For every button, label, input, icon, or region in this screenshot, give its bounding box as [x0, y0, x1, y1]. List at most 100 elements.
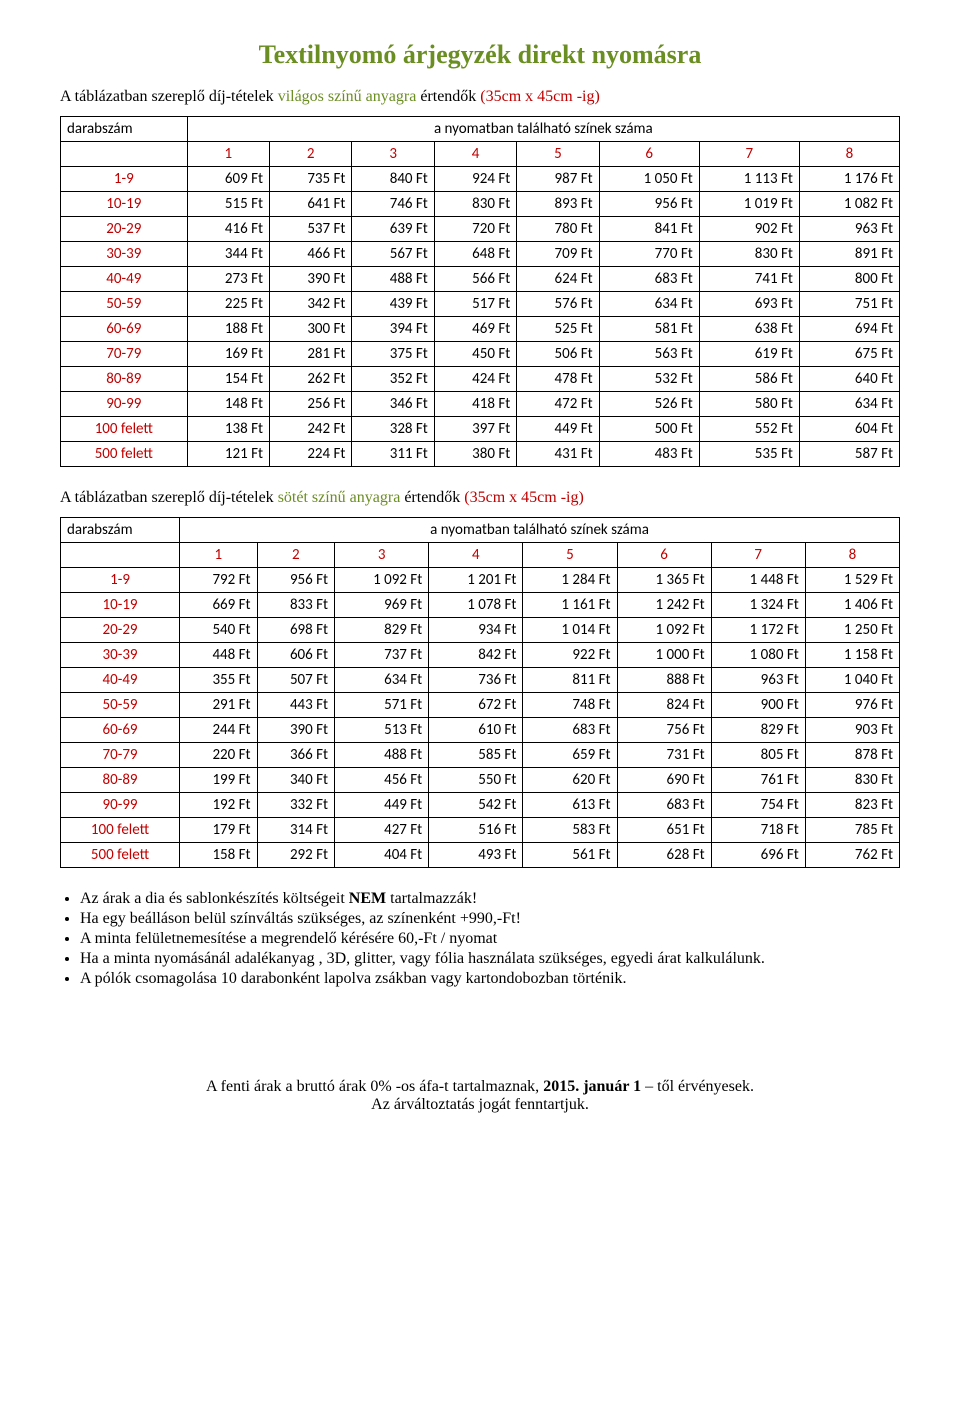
- table-cell: 478 Ft: [517, 367, 599, 392]
- table-cell: 340 Ft: [257, 768, 335, 793]
- table-cell: 169 Ft: [187, 342, 269, 367]
- table-cell: 469 Ft: [434, 317, 516, 342]
- table-cell: 506 Ft: [517, 342, 599, 367]
- table-col-number: 2: [270, 142, 352, 167]
- table-cell: 841 Ft: [599, 217, 699, 242]
- table-cell: 581 Ft: [599, 317, 699, 342]
- table-cell: 1 019 Ft: [699, 192, 799, 217]
- table-cell: 500 Ft: [599, 417, 699, 442]
- table-cell: 735 Ft: [270, 167, 352, 192]
- table-cell: 566 Ft: [434, 267, 516, 292]
- table-cell: 709 Ft: [517, 242, 599, 267]
- note-pre: Az árak a dia és sablonkészítés költsége…: [80, 890, 349, 907]
- table-cell: 355 Ft: [180, 668, 258, 693]
- table-cell: 754 Ft: [711, 793, 805, 818]
- table-cell: 1 250 Ft: [805, 618, 899, 643]
- table-cell: 651 Ft: [617, 818, 711, 843]
- table-cell: 934 Ft: [429, 618, 523, 643]
- price-table-dark: darabszáma nyomatban található színek sz…: [60, 517, 900, 868]
- table-cell: 672 Ft: [429, 693, 523, 718]
- table-cell: 891 Ft: [799, 242, 899, 267]
- table-cell: 517 Ft: [434, 292, 516, 317]
- table-row-range: 20-29: [61, 217, 188, 242]
- table-cell: 805 Ft: [711, 743, 805, 768]
- table-cell: 1 092 Ft: [617, 618, 711, 643]
- intro-light-highlight: világos színű anyagra: [278, 88, 417, 105]
- table-cell: 924 Ft: [434, 167, 516, 192]
- table-cell: 693 Ft: [699, 292, 799, 317]
- table-cell: 567 Ft: [352, 242, 434, 267]
- table-cell: 780 Ft: [517, 217, 599, 242]
- table-cell: 829 Ft: [711, 718, 805, 743]
- table-cell: 281 Ft: [270, 342, 352, 367]
- table-cell: 761 Ft: [711, 768, 805, 793]
- table-col-number: 1: [180, 543, 258, 568]
- table-row-range: 1-9: [61, 167, 188, 192]
- table-cell: 1 365 Ft: [617, 568, 711, 593]
- intro-light-prefix: A táblázatban szereplő díj-tételek: [60, 88, 278, 105]
- table-cell: 540 Ft: [180, 618, 258, 643]
- table-cell: 902 Ft: [699, 217, 799, 242]
- table-row-range: 40-49: [61, 267, 188, 292]
- table-cell: 634 Ft: [799, 392, 899, 417]
- table-header-corner: darabszám: [61, 518, 180, 543]
- notes-list: Az árak a dia és sablonkészítés költsége…: [80, 890, 900, 988]
- table-row-range: 500 felett: [61, 843, 180, 868]
- table-cell: 893 Ft: [517, 192, 599, 217]
- note-item: Az árak a dia és sablonkészítés költsége…: [80, 890, 900, 908]
- table-row-range: 30-39: [61, 242, 188, 267]
- table-col-number: 4: [429, 543, 523, 568]
- intro-light: A táblázatban szereplő díj-tételek világ…: [60, 88, 900, 106]
- table-cell: 225 Ft: [187, 292, 269, 317]
- table-cell: 770 Ft: [599, 242, 699, 267]
- table-cell: 698 Ft: [257, 618, 335, 643]
- table-cell: 641 Ft: [270, 192, 352, 217]
- table-cell: 332 Ft: [257, 793, 335, 818]
- table-cell: 449 Ft: [335, 793, 429, 818]
- table-cell: 648 Ft: [434, 242, 516, 267]
- table-cell: 694 Ft: [799, 317, 899, 342]
- table-row-range: 60-69: [61, 317, 188, 342]
- table-cell: 443 Ft: [257, 693, 335, 718]
- table-cell: 580 Ft: [699, 392, 799, 417]
- table-col-number: 7: [699, 142, 799, 167]
- table-row-range: 60-69: [61, 718, 180, 743]
- table-cell: 526 Ft: [599, 392, 699, 417]
- table-col-number: 2: [257, 543, 335, 568]
- table-col-number: 3: [335, 543, 429, 568]
- table-cell: 619 Ft: [699, 342, 799, 367]
- table-cell: 683 Ft: [599, 267, 699, 292]
- table-cell: 488 Ft: [352, 267, 434, 292]
- table-cell: 138 Ft: [187, 417, 269, 442]
- page-title: Textilnyomó árjegyzék direkt nyomásra: [60, 40, 900, 70]
- table-cell: 718 Ft: [711, 818, 805, 843]
- table-cell: 375 Ft: [352, 342, 434, 367]
- table-cell: 720 Ft: [434, 217, 516, 242]
- table-cell: 493 Ft: [429, 843, 523, 868]
- table-cell: 639 Ft: [352, 217, 434, 242]
- intro-light-size: (35cm x 45cm -ig): [480, 88, 600, 105]
- table-cell: 748 Ft: [523, 693, 617, 718]
- table-cell: 922 Ft: [523, 643, 617, 668]
- table-row-range: 70-79: [61, 342, 188, 367]
- table-cell: 311 Ft: [352, 442, 434, 467]
- table-cell: 1 242 Ft: [617, 593, 711, 618]
- table-cell: 262 Ft: [270, 367, 352, 392]
- table-cell: 404 Ft: [335, 843, 429, 868]
- table-cell: 634 Ft: [335, 668, 429, 693]
- table-cell: 659 Ft: [523, 743, 617, 768]
- table-header-blank: [61, 543, 180, 568]
- table-cell: 220 Ft: [180, 743, 258, 768]
- table-cell: 300 Ft: [270, 317, 352, 342]
- table-cell: 328 Ft: [352, 417, 434, 442]
- intro-dark-middle: értendők: [400, 489, 464, 506]
- table-cell: 829 Ft: [335, 618, 429, 643]
- table-cell: 1 448 Ft: [711, 568, 805, 593]
- note-pre: A pólók csomagolása 10 darabonként lapol…: [80, 970, 627, 987]
- table-cell: 976 Ft: [805, 693, 899, 718]
- table-row-range: 30-39: [61, 643, 180, 668]
- table-cell: 638 Ft: [699, 317, 799, 342]
- table-cell: 610 Ft: [429, 718, 523, 743]
- table-cell: 188 Ft: [187, 317, 269, 342]
- table-cell: 640 Ft: [799, 367, 899, 392]
